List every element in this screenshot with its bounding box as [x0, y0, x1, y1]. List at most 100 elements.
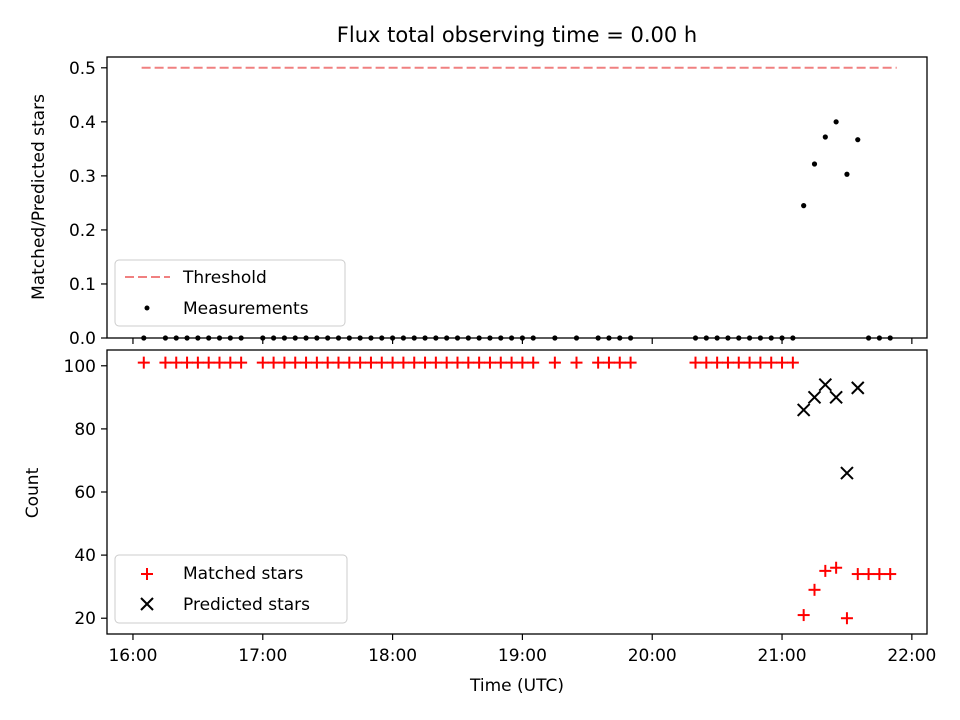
x-tick-label: 19:00	[498, 646, 547, 666]
predicted-marker-b	[829, 390, 843, 405]
measurement-point	[184, 335, 190, 341]
measurement-point	[627, 335, 634, 341]
predicted-star-point	[840, 466, 854, 480]
matched-star-point	[808, 583, 821, 596]
legend-measurements-swatch	[144, 305, 150, 311]
measurement-point	[790, 335, 796, 341]
matched-star-point	[624, 356, 637, 369]
matched-star-point	[505, 356, 518, 369]
predicted-marker-b	[796, 403, 811, 417]
y-tick-label: 0.4	[69, 113, 96, 133]
measurement-point	[454, 335, 461, 341]
measurement-point	[487, 335, 493, 341]
matched-star-point	[440, 356, 453, 369]
y-tick-label: 100	[64, 357, 96, 377]
matched-star-point	[570, 356, 583, 369]
matched-star-point	[224, 356, 237, 369]
matched-star-point	[364, 356, 377, 369]
x-tick-label: 17:00	[238, 646, 287, 666]
matched-star-point	[776, 356, 789, 369]
measurement-point	[314, 335, 320, 341]
matched-star-point	[462, 356, 475, 369]
legend-threshold-label: Threshold	[182, 268, 267, 288]
x-tick-label: 21:00	[758, 646, 807, 666]
measurement-point	[270, 335, 277, 341]
predicted-marker-b	[851, 381, 865, 395]
measurement-point	[779, 335, 785, 341]
y-tick-label: 40	[74, 546, 96, 566]
count-points	[137, 356, 897, 625]
matched-star-point	[386, 356, 399, 369]
y-tick-label: 0.5	[69, 59, 96, 79]
measurement-point	[811, 161, 818, 167]
measurement-point	[216, 335, 223, 341]
bottom-legend: Matched stars Predicted stars	[114, 554, 348, 624]
measurement-point	[476, 335, 482, 341]
top-y-axis-label: Matched/Predicted stars	[29, 94, 49, 300]
measurement-point	[736, 335, 742, 341]
y-tick-label: 0.1	[69, 275, 96, 295]
measurement-point	[844, 171, 850, 177]
measurement-point	[757, 335, 764, 341]
measurement-point	[519, 335, 526, 341]
measurement-point	[433, 335, 439, 341]
matched-star-point	[137, 356, 150, 369]
measurement-point	[595, 335, 601, 341]
measurement-points	[141, 119, 893, 341]
measurement-point	[260, 335, 266, 341]
matched-star-point	[267, 356, 280, 369]
y-tick-label: 80	[74, 420, 96, 440]
measurement-point	[173, 335, 179, 341]
measurement-point	[725, 335, 731, 341]
measurement-point	[768, 335, 774, 341]
measurement-point	[389, 335, 396, 341]
measurement-point	[508, 335, 515, 341]
x-tick-label: 16:00	[108, 646, 157, 666]
y-tick-label: 20	[74, 609, 96, 629]
chart-title: Flux total observing time = 0.00 h	[337, 23, 697, 47]
measurement-point	[876, 335, 883, 341]
measurement-point	[346, 335, 352, 341]
matched-star-point	[765, 356, 778, 369]
matched-star-point	[429, 356, 442, 369]
matched-star-point	[354, 356, 367, 369]
y-tick-label: 0.2	[69, 221, 96, 241]
measurement-point	[292, 335, 298, 341]
matched-star-point	[332, 356, 345, 369]
measurement-point	[379, 335, 385, 341]
matched-star-point	[721, 356, 734, 369]
predicted-star-point	[829, 390, 843, 405]
matched-star-point	[170, 356, 183, 369]
legend-predicted-label: Predicted stars	[183, 595, 310, 615]
matched-star-point	[494, 356, 507, 369]
measurement-point	[552, 335, 558, 341]
matched-star-point	[278, 356, 291, 369]
top-y-axis: 0.0 0.1 0.2 0.3 0.4 0.5	[69, 59, 107, 349]
measurement-point	[162, 335, 169, 341]
matched-star-point	[602, 356, 615, 369]
matched-star-point	[483, 356, 496, 369]
bottom-y-axis: 20 40 60 80 100	[64, 357, 107, 629]
matched-star-point	[689, 356, 702, 369]
matched-star-point	[375, 356, 388, 369]
legend-matched-label: Matched stars	[183, 564, 303, 584]
measurement-point	[714, 335, 720, 341]
matched-star-point	[797, 609, 810, 622]
x-tick-label: 20:00	[628, 646, 677, 666]
measurement-point	[206, 335, 212, 341]
matched-star-point	[527, 356, 540, 369]
measurement-point	[465, 335, 471, 341]
x-tick-label: 22:00	[887, 646, 936, 666]
matched-star-point	[256, 356, 269, 369]
measurement-point	[530, 335, 536, 341]
matched-star-point	[159, 356, 172, 369]
top-legend-box	[114, 259, 346, 327]
top-legend: Threshold Measurements	[114, 259, 346, 327]
matched-star-point	[873, 568, 886, 581]
measurement-point	[357, 335, 363, 341]
bottom-legend-box	[114, 554, 348, 624]
matched-star-point	[700, 356, 713, 369]
matched-star-point	[592, 356, 605, 369]
matched-star-point	[213, 356, 226, 369]
measurement-point	[238, 335, 244, 341]
